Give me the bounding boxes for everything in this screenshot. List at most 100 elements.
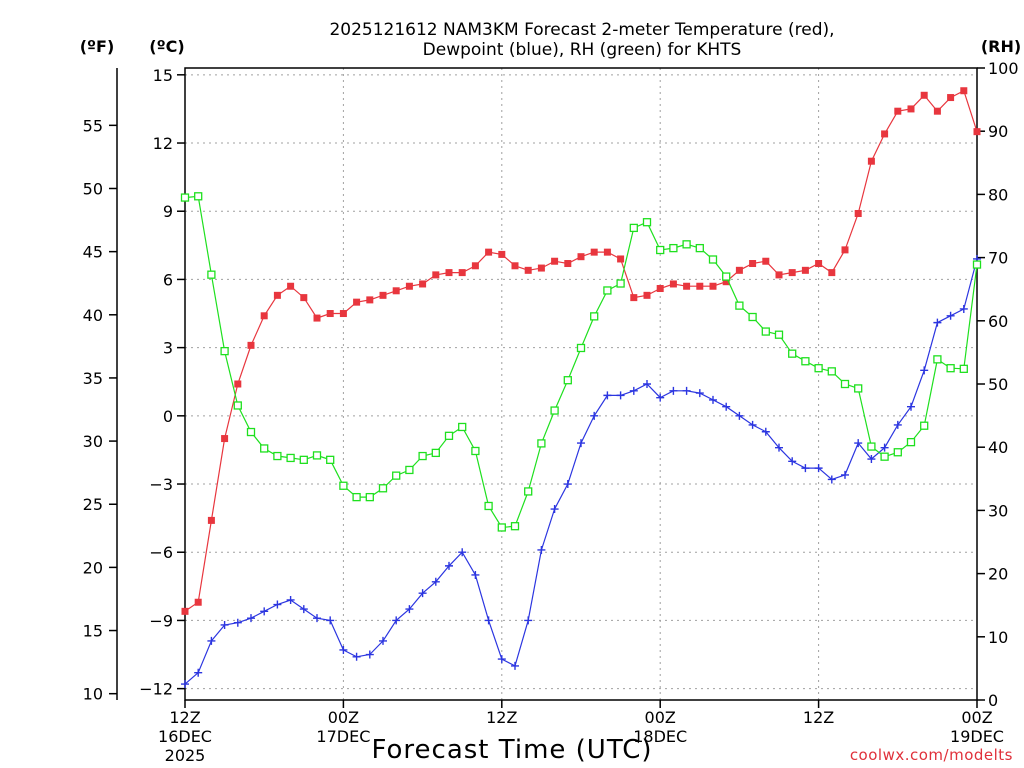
dewpoint-point xyxy=(907,402,915,411)
rh-point xyxy=(273,451,282,461)
rh-tick-label: 10 xyxy=(988,628,1008,647)
series-1 xyxy=(181,254,981,689)
temperature-point xyxy=(788,269,796,277)
dewpoint-point xyxy=(946,311,955,320)
dewpoint-point xyxy=(761,427,770,436)
temperature-point xyxy=(326,310,334,318)
axis-ticks: 15129630−3−6−9−1255504540353025201510100… xyxy=(83,59,1019,765)
dewpoint-point xyxy=(616,391,625,400)
temperature-point xyxy=(287,282,295,290)
celsius-tick-label: −9 xyxy=(149,611,173,630)
rh-point xyxy=(906,437,916,447)
dewpoint-point xyxy=(682,386,691,395)
rh-point xyxy=(616,279,625,288)
dewpoint-point xyxy=(313,614,321,623)
dewpoint-point xyxy=(880,443,889,452)
rh-point xyxy=(352,492,361,502)
rh-point xyxy=(233,401,242,410)
x-tick-label-time: 00Z xyxy=(645,708,676,727)
rh-point xyxy=(378,484,388,493)
fahrenheit-tick-label: 45 xyxy=(83,243,103,262)
temperature-point xyxy=(696,282,704,290)
celsius-tick-label: 15 xyxy=(153,66,173,85)
rh-point xyxy=(260,444,269,453)
dewpoint-point xyxy=(748,420,757,429)
temperature-point xyxy=(947,94,955,102)
rh-point xyxy=(972,260,982,269)
dewpoint-point xyxy=(695,389,704,398)
temperature-point xyxy=(960,87,968,95)
rh-point xyxy=(524,487,533,496)
data-series xyxy=(180,87,982,689)
temperature-point xyxy=(511,262,519,270)
fahrenheit-tick-label: 25 xyxy=(83,495,103,514)
rh-point xyxy=(286,453,295,463)
rh-point xyxy=(590,312,599,321)
x-tick-label-date: 19DEC xyxy=(950,727,1004,746)
series-2 xyxy=(180,192,982,532)
temperature-point xyxy=(617,255,625,263)
rh-point xyxy=(471,446,480,456)
dewpoint-point xyxy=(260,607,269,616)
temperature-point xyxy=(273,291,281,299)
dewpoint-point xyxy=(286,595,295,604)
celsius-tick-label: −3 xyxy=(149,475,173,494)
fahrenheit-tick-label: 55 xyxy=(83,116,103,135)
fahrenheit-unit-label: (ºF) xyxy=(80,37,115,56)
x-axis-label: Forecast Time (UTC) xyxy=(371,735,652,765)
rh-point xyxy=(656,245,665,255)
dewpoint-point xyxy=(788,457,797,466)
dewpoint-point xyxy=(933,318,942,327)
dewpoint-point xyxy=(841,470,849,479)
rh-point xyxy=(418,451,427,461)
celsius-tick-label: 6 xyxy=(163,270,173,289)
fahrenheit-tick-label: 40 xyxy=(83,306,103,325)
dewpoint-point xyxy=(893,420,902,429)
chart-title-line-2: Dewpoint (blue), RH (green) for KHTS xyxy=(423,40,742,60)
dewpoint-point xyxy=(458,548,467,557)
rh-point xyxy=(220,346,229,356)
rh-tick-label: 90 xyxy=(988,122,1008,141)
x-tick-label-time: 12Z xyxy=(169,708,200,727)
dewpoint-point xyxy=(207,636,216,645)
rh-point xyxy=(669,243,678,253)
rh-tick-label: 50 xyxy=(988,375,1008,394)
rh-point xyxy=(312,451,322,460)
chart-title-line-1: 2025121612 NAM3KM Forecast 2-meter Tempe… xyxy=(329,20,834,40)
rh-tick-label: 60 xyxy=(988,312,1008,331)
dewpoint-point xyxy=(233,618,242,627)
temperature-point xyxy=(260,312,268,320)
rh-unit-label: (RH) xyxy=(981,37,1021,56)
dewpoint-point xyxy=(854,439,863,448)
temperature-point xyxy=(445,269,453,277)
rh-point xyxy=(207,270,216,279)
celsius-tick-label: 0 xyxy=(163,407,173,426)
dewpoint-point xyxy=(709,395,717,404)
x-tick-label-year: 2025 xyxy=(165,746,206,765)
temperature-point xyxy=(313,314,321,322)
x-tick-label-time: 12Z xyxy=(486,708,517,727)
rh-point xyxy=(880,452,889,461)
dewpoint-point xyxy=(827,475,836,484)
temperature-point xyxy=(656,285,664,293)
dewpoint-point xyxy=(273,600,282,609)
temperature-point xyxy=(419,280,427,288)
temperature-point xyxy=(762,257,770,265)
x-tick-label-date: 17DEC xyxy=(316,727,370,746)
dewpoint-point xyxy=(418,589,427,598)
temperature-point xyxy=(933,107,941,115)
dewpoint-point xyxy=(920,366,929,375)
x-tick-label-date: 16DEC xyxy=(158,727,212,746)
temperature-point xyxy=(300,294,308,302)
dewpoint-point xyxy=(194,668,203,677)
temperature-point xyxy=(683,282,691,290)
rh-point xyxy=(761,327,770,336)
temperature-point xyxy=(551,257,559,265)
dewpoint-point xyxy=(801,464,810,473)
rh-point xyxy=(682,240,691,249)
rh-point xyxy=(840,379,850,389)
rh-point xyxy=(854,384,863,393)
temperature-point xyxy=(828,269,836,277)
rh-point xyxy=(959,364,968,373)
dewpoint-point xyxy=(563,480,572,489)
